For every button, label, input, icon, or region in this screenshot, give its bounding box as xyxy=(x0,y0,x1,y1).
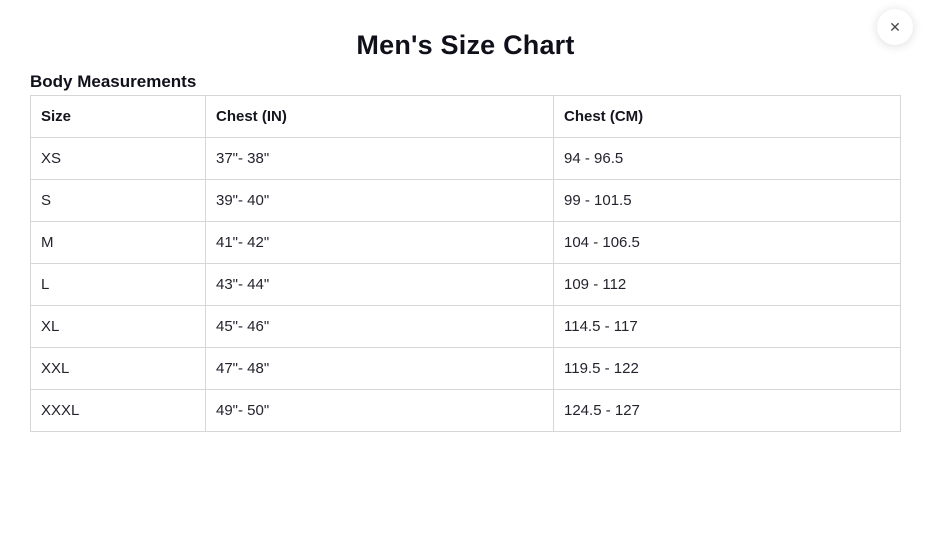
chest-cm-cell: 94 - 96.5 xyxy=(553,137,901,180)
chest-in-cell: 37"- 38" xyxy=(205,137,554,180)
size-cell: XS xyxy=(30,137,206,180)
column-header-chest-cm: Chest (CM) xyxy=(553,95,901,138)
chest-in-cell: 49"- 50" xyxy=(205,389,554,432)
size-chart-table: Size Chest (IN) Chest (CM) XS 37"- 38" 9… xyxy=(30,95,901,432)
chest-cm-cell: 124.5 - 127 xyxy=(553,389,901,432)
chest-cm-cell: 109 - 112 xyxy=(553,263,901,306)
table-header-row: Size Chest (IN) Chest (CM) xyxy=(30,95,901,138)
column-header-chest-in: Chest (IN) xyxy=(205,95,554,138)
table-row: XXL 47"- 48" 119.5 - 122 xyxy=(30,347,901,390)
chest-cm-cell: 99 - 101.5 xyxy=(553,179,901,222)
chest-in-cell: 41"- 42" xyxy=(205,221,554,264)
table-row: XL 45"- 46" 114.5 - 117 xyxy=(30,305,901,348)
table-row: XS 37"- 38" 94 - 96.5 xyxy=(30,137,901,180)
chest-cm-cell: 114.5 - 117 xyxy=(553,305,901,348)
column-header-size: Size xyxy=(30,95,206,138)
chest-in-cell: 47"- 48" xyxy=(205,347,554,390)
table-row: L 43"- 44" 109 - 112 xyxy=(30,263,901,306)
page-title: Men's Size Chart xyxy=(356,30,575,60)
close-icon: ✕ xyxy=(889,19,901,35)
section-heading: Body Measurements xyxy=(30,72,197,91)
chest-in-cell: 43"- 44" xyxy=(205,263,554,306)
chest-cm-cell: 119.5 - 122 xyxy=(553,347,901,390)
chest-cm-cell: 104 - 106.5 xyxy=(553,221,901,264)
table-row: S 39"- 40" 99 - 101.5 xyxy=(30,179,901,222)
table-row: M 41"- 42" 104 - 106.5 xyxy=(30,221,901,264)
close-button[interactable]: ✕ xyxy=(877,9,913,45)
size-cell: S xyxy=(30,179,206,222)
chest-in-cell: 39"- 40" xyxy=(205,179,554,222)
chest-in-cell: 45"- 46" xyxy=(205,305,554,348)
size-cell: M xyxy=(30,221,206,264)
table-row: XXXL 49"- 50" 124.5 - 127 xyxy=(30,389,901,432)
size-cell: XXL xyxy=(30,347,206,390)
size-cell: L xyxy=(30,263,206,306)
size-cell: XXXL xyxy=(30,389,206,432)
size-cell: XL xyxy=(30,305,206,348)
